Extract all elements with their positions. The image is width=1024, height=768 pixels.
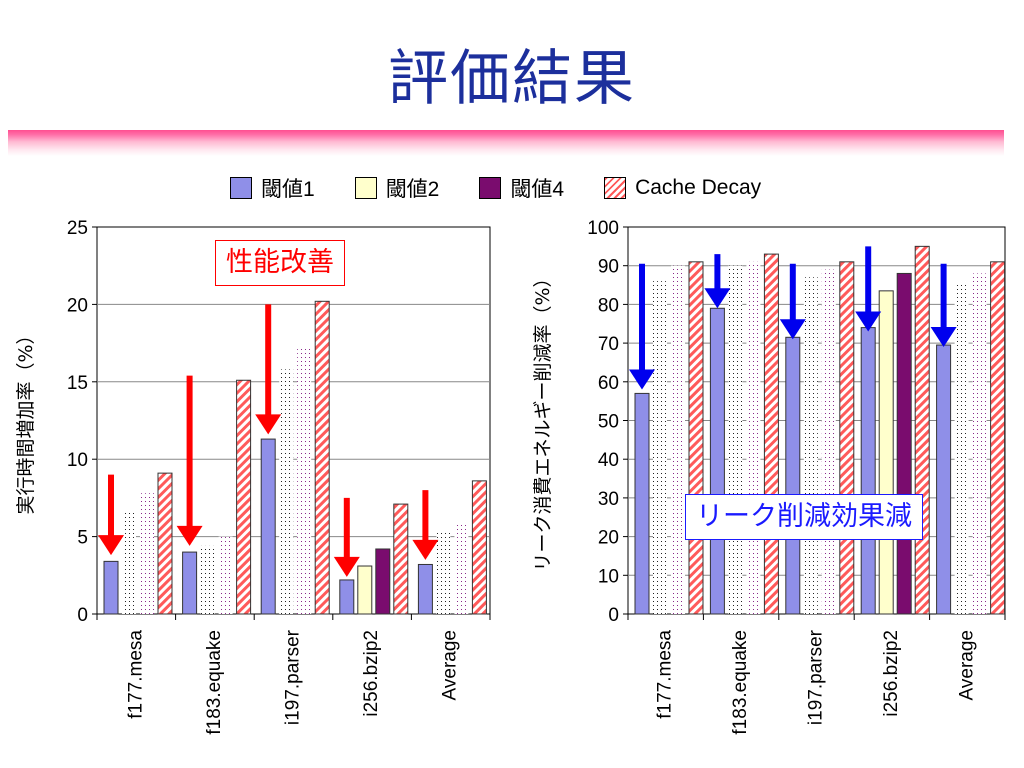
legend-swatch-cache-decay	[604, 177, 627, 199]
leak-energy-down-arrow-head-icon	[855, 311, 882, 332]
title-divider	[8, 130, 1004, 156]
exec-time-bar-2-average	[436, 531, 451, 614]
exec-time-x-category-label: i256.bzip2	[361, 630, 382, 717]
slide-title: 評価結果	[388, 44, 636, 114]
legend-swatch-threshold-2	[354, 177, 377, 199]
leak-energy-y-tick-label: 70	[598, 334, 619, 355]
exec-time-bar-cache-decay-f183-equake	[236, 379, 252, 615]
leak-energy-bar-cache-decay-i256-bzip2	[914, 245, 930, 615]
exec-time-x-category-label: Average	[440, 630, 461, 700]
leak-energy-down-arrow-head-icon	[930, 326, 957, 347]
exec-time-y-tick-label: 15	[67, 373, 88, 394]
leak-energy-bar-1-i197-parser	[785, 336, 801, 615]
chart-legend: 閾値1 閾値2 閾値4 Cache Decay	[230, 173, 761, 203]
exec-time-bar-cache-decay-i197-parser	[314, 300, 330, 615]
exec-time-bar-4-f183-equake	[218, 536, 233, 614]
leak-energy-x-category-label: Average	[956, 630, 977, 700]
leak-energy-x-category-label: f183.equake	[730, 630, 751, 735]
leak-energy-bar-4-i197-parser	[821, 269, 836, 614]
leak-energy-y-tick-label: 80	[598, 295, 619, 316]
exec-time-y-tick-label: 25	[67, 218, 88, 239]
exec-time-x-category-label: f183.equake	[204, 630, 225, 735]
leak-energy-bar-1-average	[936, 344, 952, 615]
exec-time-bar-1-i197-parser	[260, 438, 276, 615]
exec-time-y-axis-label: 実行時間増加率（%）	[15, 325, 37, 514]
leak-energy-x-category-label: i197.parser	[806, 629, 827, 725]
leak-energy-y-tick-label: 50	[598, 412, 619, 433]
legend-label-threshold-4: 閾値4	[510, 178, 565, 201]
exec-time-bar-4-i197-parser	[297, 347, 312, 614]
legend-item-threshold-2: 閾値2	[354, 173, 440, 203]
leak-energy-bar-4-f177-mesa	[671, 265, 685, 614]
exec-time-y-tick-label: 20	[67, 295, 88, 316]
leak-energy-bar-1-i256-bzip2	[860, 327, 876, 615]
leak-energy-y-tick-label: 40	[598, 450, 619, 471]
leak-energy-y-tick-label: 90	[598, 257, 619, 278]
legend-item-cache-decay: Cache Decay	[604, 176, 761, 200]
leak-energy-y-tick-label: 100	[587, 218, 619, 239]
leak-energy-y-tick-label: 0	[608, 605, 619, 626]
leak-energy-y-axis-label: リーク消費エネルギー削減率（%）	[532, 268, 554, 571]
exec-time-bar-1-f183-equake	[182, 551, 198, 615]
exec-time-bar-1-i256-bzip2	[339, 579, 355, 615]
leak-energy-x-category-label: i256.bzip2	[881, 630, 902, 717]
leak-energy-bar-cache-decay-i197-parser	[839, 261, 855, 615]
performance-improvement-callout: 性能改善	[215, 240, 345, 286]
legend-item-threshold-4: 閾値4	[479, 173, 564, 203]
leak-energy-bar-2-average	[954, 283, 969, 614]
leak-energy-down-arrow-head-icon	[704, 288, 731, 309]
leak-energy-bar-cache-decay-f183-equake	[763, 253, 779, 615]
leak-energy-bar-4-i256-bzip2	[896, 272, 912, 615]
exec-time-x-category-label: i197.parser	[283, 629, 304, 725]
exec-time-bar-4-i256-bzip2	[375, 548, 391, 615]
leak-energy-bar-2-i256-bzip2	[878, 290, 894, 615]
exec-time-bar-4-average	[454, 522, 469, 614]
leak-energy-bar-2-f183-equake	[728, 265, 743, 614]
leak-energy-bar-2-f177-mesa	[653, 281, 667, 614]
leak-energy-y-tick-label: 60	[598, 373, 619, 394]
exec-time-bar-2-f183-equake	[200, 545, 215, 614]
exec-time-bar-2-f177-mesa	[122, 510, 136, 614]
exec-time-y-tick-label: 0	[77, 605, 88, 626]
leak-reduction-callout: リーク削減効果減	[685, 494, 923, 540]
leak-energy-bar-1-f183-equake	[709, 307, 725, 615]
leak-energy-down-arrow-head-icon	[779, 319, 806, 340]
leak-energy-bar-cache-decay-average	[990, 261, 1006, 615]
exec-time-bar-1-average	[417, 563, 433, 615]
leak-energy-bar-2-i197-parser	[803, 277, 818, 614]
exec-time-down-arrow-head-icon	[255, 414, 282, 435]
legend-label-cache-decay: Cache Decay	[635, 176, 762, 199]
leak-energy-y-tick-label: 20	[598, 528, 619, 549]
exec-time-bar-2-i256-bzip2	[357, 565, 373, 615]
exec-time-y-tick-label: 10	[67, 450, 88, 471]
legend-item-threshold-1: 閾値1	[230, 173, 315, 203]
exec-time-y-tick-label: 5	[77, 528, 88, 549]
exec-time-bar-cache-decay-f177-mesa	[157, 472, 173, 615]
leak-energy-bar-4-f183-equake	[746, 261, 761, 614]
exec-time-down-arrow-head-icon	[412, 539, 439, 560]
legend-swatch-threshold-1	[230, 177, 252, 199]
legend-swatch-threshold-4	[479, 177, 502, 199]
leak-energy-down-arrow-head-icon	[629, 369, 655, 390]
exec-time-bar-cache-decay-average	[471, 480, 487, 615]
exec-time-bar-2-i197-parser	[279, 369, 294, 614]
leak-energy-bar-cache-decay-f177-mesa	[688, 261, 704, 615]
exec-time-bar-cache-decay-i256-bzip2	[393, 503, 409, 615]
leak-energy-bar-4-average	[972, 273, 987, 614]
leak-energy-y-tick-label: 10	[598, 566, 619, 587]
exec-time-bar-4-f177-mesa	[140, 493, 154, 614]
leak-energy-y-tick-label: 30	[598, 489, 619, 510]
leak-energy-bar-1-f177-mesa	[634, 392, 650, 615]
legend-label-threshold-2: 閾値2	[385, 178, 440, 201]
exec-time-bar-1-f177-mesa	[103, 560, 119, 615]
legend-label-threshold-1: 閾値1	[261, 178, 315, 201]
leak-energy-x-category-label: f177.mesa	[655, 630, 676, 719]
exec-time-x-category-label: f177.mesa	[125, 630, 146, 719]
exec-time-down-arrow-head-icon	[98, 535, 124, 556]
exec-time-down-arrow-head-icon	[176, 525, 203, 546]
exec-time-down-arrow-head-icon	[333, 556, 360, 577]
